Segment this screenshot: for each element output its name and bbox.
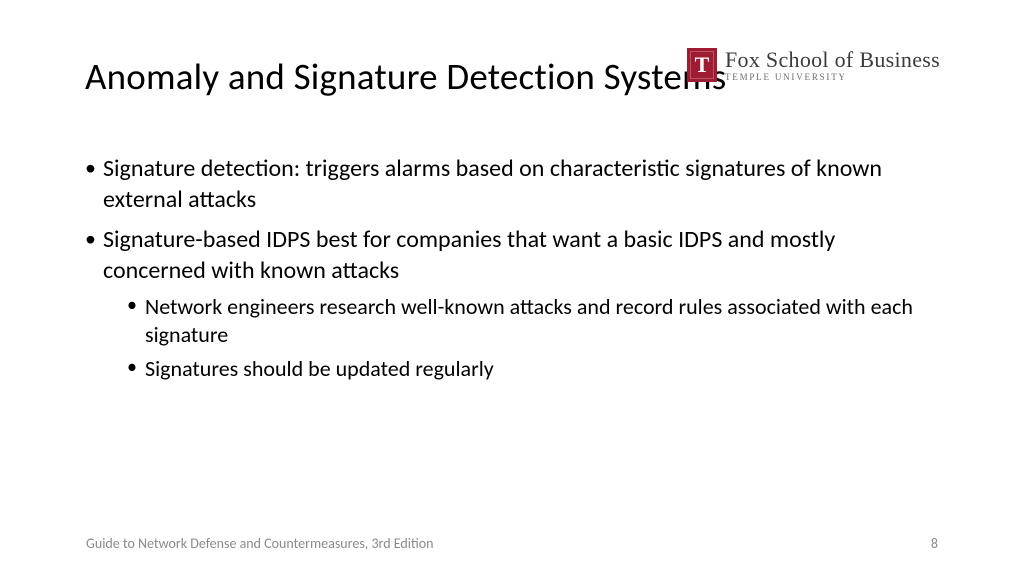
logo-text: Fox School of Business TEMPLE UNIVERSITY: [725, 48, 940, 83]
bullet-list: Signature detection: triggers alarms bas…: [85, 154, 937, 383]
logo-glyph: T: [695, 54, 710, 76]
slide-body: Signature detection: triggers alarms bas…: [85, 154, 937, 393]
list-item: Signature-based IDPS best for companies …: [85, 225, 937, 383]
bullet-text: Signature-based IDPS best for companies …: [103, 225, 835, 285]
sub-bullet-list: Network engineers research well-known at…: [103, 293, 937, 383]
bullet-text: Signature detection: triggers alarms bas…: [103, 154, 882, 214]
slide-footer: Guide to Network Defense and Countermeas…: [0, 535, 1024, 552]
list-item: Network engineers research well-known at…: [127, 293, 937, 349]
school-logo: T Fox School of Business TEMPLE UNIVERSI…: [687, 48, 940, 83]
slide-title: Anomaly and Signature Detection Systems: [85, 54, 726, 99]
bullet-text: Network engineers research well-known at…: [145, 293, 913, 348]
footer-text: Guide to Network Defense and Countermeas…: [86, 535, 434, 552]
bullet-text: Signatures should be updated regularly: [145, 355, 494, 382]
footer-inner: Guide to Network Defense and Countermeas…: [86, 535, 938, 552]
list-item: Signatures should be updated regularly: [127, 355, 937, 383]
logo-line2: TEMPLE UNIVERSITY: [725, 73, 940, 82]
logo-line1: Fox School of Business: [725, 48, 940, 71]
list-item: Signature detection: triggers alarms bas…: [85, 154, 937, 215]
page-number: 8: [931, 535, 938, 552]
slide: Anomaly and Signature Detection Systems …: [0, 0, 1024, 576]
logo-mark-icon: T: [687, 48, 717, 82]
